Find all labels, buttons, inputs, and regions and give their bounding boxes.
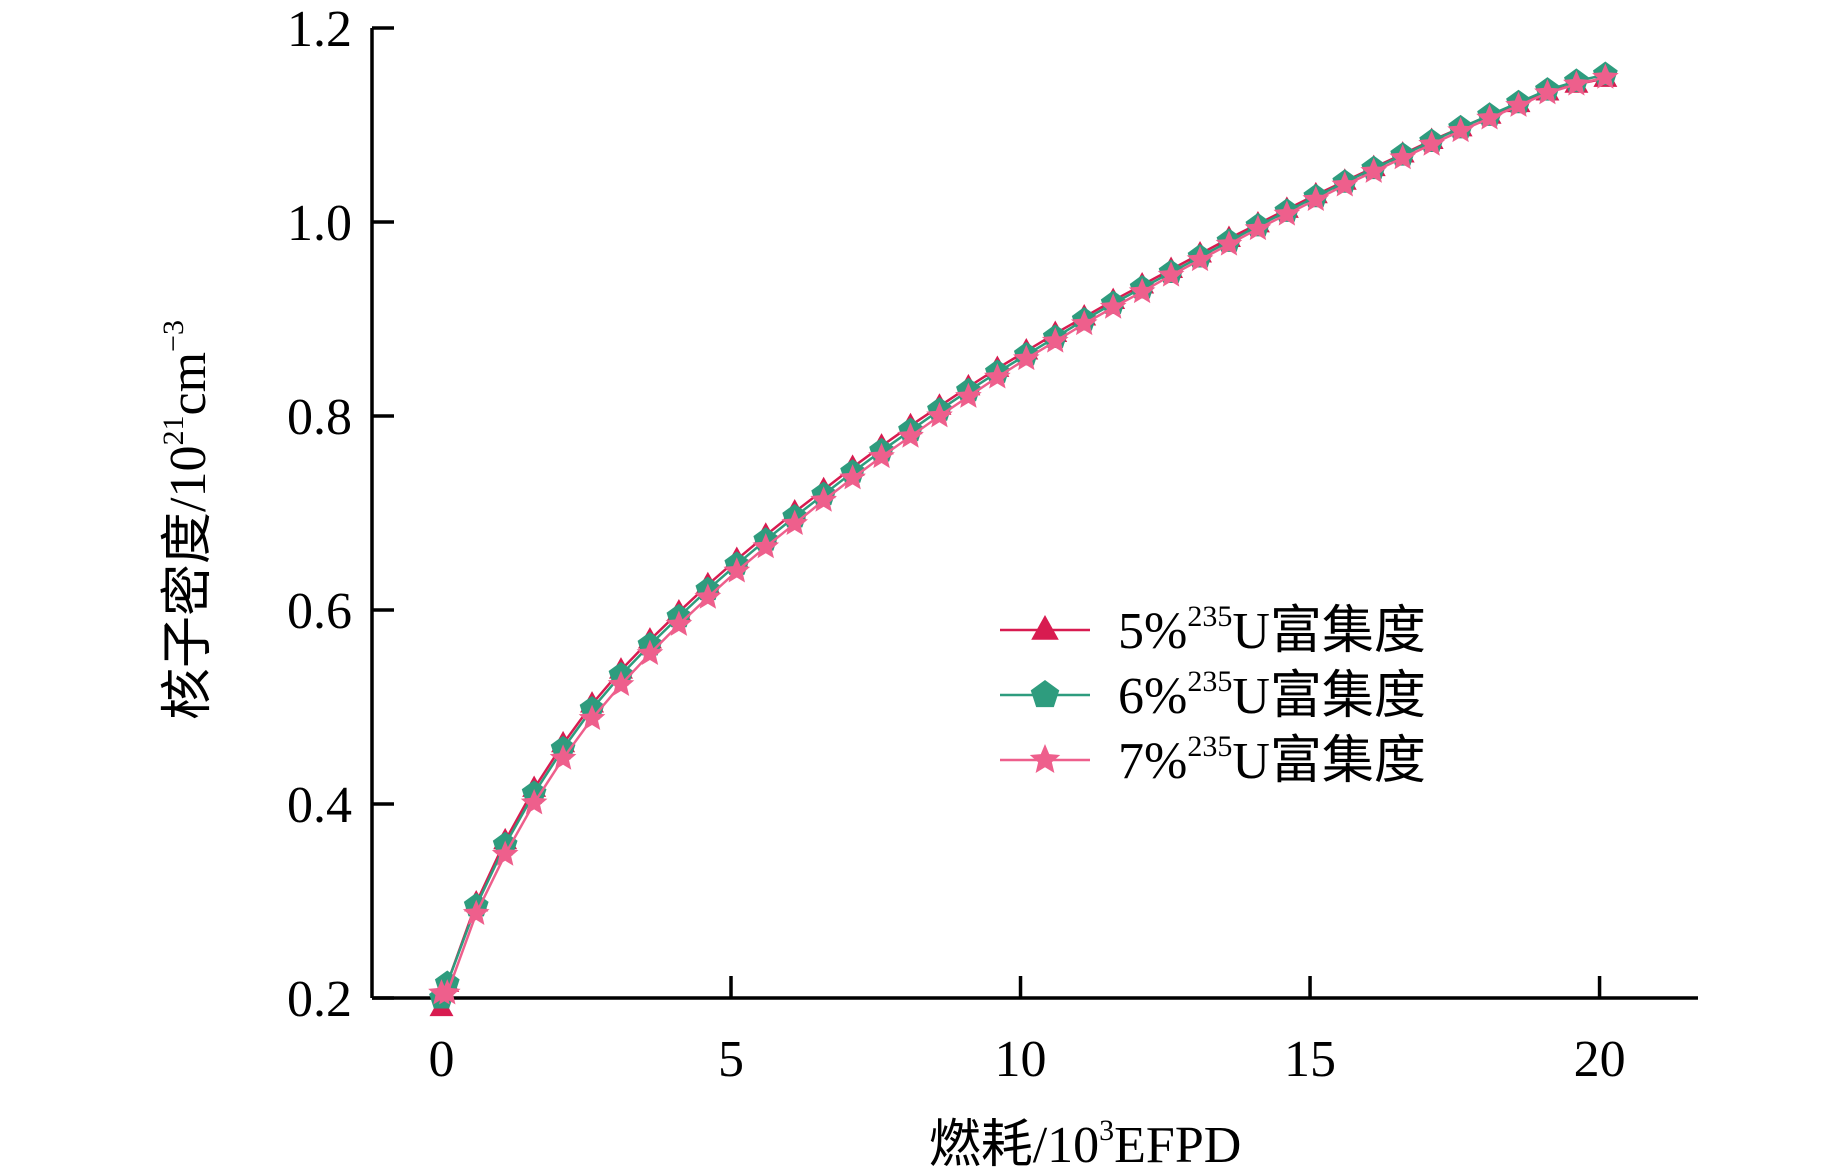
data-point	[520, 789, 548, 815]
x-axis-title: 燃耗/103EFPD	[929, 1114, 1242, 1174]
data-point	[1447, 116, 1474, 143]
data-point	[1302, 185, 1330, 212]
legend-marker	[1029, 744, 1061, 773]
data-point	[1360, 157, 1388, 183]
series-line	[441, 76, 1606, 995]
legend-label-suffix: U富集度	[1232, 668, 1426, 725]
data-point	[1186, 245, 1214, 272]
legend-label-sup: 235	[1187, 665, 1232, 698]
y-tick-label: 1.2	[287, 1, 352, 58]
data-point	[752, 532, 780, 559]
legend-marker	[1030, 680, 1060, 708]
y-axis-title-main: 核子密度/10	[160, 446, 217, 720]
data-point	[578, 704, 606, 730]
legend-label-prefix: 5%	[1118, 603, 1187, 660]
data-point	[491, 840, 519, 866]
data-point	[1418, 130, 1445, 156]
y-tick-label: 0.8	[287, 389, 352, 446]
data-point	[868, 442, 895, 469]
data-point	[665, 610, 693, 636]
legend-label: 7%235U富集度	[1118, 730, 1426, 790]
x-tick-label: 10	[995, 1031, 1047, 1088]
data-point	[810, 486, 837, 512]
series-3	[428, 63, 1619, 1005]
x-axis-title-suffix: EFPD	[1114, 1117, 1241, 1174]
data-point	[1534, 78, 1561, 105]
data-point	[433, 979, 461, 1005]
data-point	[1563, 70, 1590, 96]
data-point	[694, 583, 722, 609]
legend-label-sup: 235	[1187, 600, 1232, 633]
legend-marker	[1031, 615, 1059, 640]
legend-label-suffix: U富集度	[1232, 733, 1426, 790]
y-axis-title-sup2: −3	[157, 320, 190, 352]
data-point	[1128, 277, 1156, 304]
data-point	[1041, 327, 1069, 353]
y-tick-label: 0.2	[287, 971, 352, 1028]
data-point	[607, 670, 635, 697]
data-point	[1476, 104, 1503, 130]
data-point	[636, 639, 664, 665]
data-point	[781, 509, 809, 535]
x-tick-label: 0	[428, 1031, 454, 1088]
data-point	[1099, 293, 1127, 319]
y-axis-title-mid: cm	[160, 352, 217, 416]
data-point	[1013, 344, 1040, 371]
data-point	[549, 744, 577, 770]
data-point	[723, 557, 751, 583]
legend-label-suffix: U富集度	[1232, 603, 1426, 660]
data-point	[984, 363, 1011, 389]
data-point	[1244, 214, 1272, 241]
data-point	[1505, 91, 1532, 117]
y-tick-label: 0.6	[287, 583, 352, 640]
data-point	[897, 422, 924, 448]
y-tick-label: 0.4	[287, 777, 352, 834]
series-line	[440, 73, 1606, 999]
data-point	[926, 402, 953, 428]
series-1	[429, 65, 1618, 1017]
legend-label-prefix: 6%	[1118, 668, 1187, 725]
legend-label-prefix: 7%	[1118, 733, 1187, 790]
data-point	[1157, 261, 1185, 287]
x-tick-label: 15	[1284, 1031, 1336, 1088]
legend-item-1: 5%235U富集度	[1000, 600, 1426, 660]
x-axis-title-sup: 3	[1099, 1114, 1114, 1147]
series-line	[440, 77, 1606, 1008]
data-point	[955, 382, 982, 408]
y-axis-title: 核子密度/1021cm−3	[157, 320, 217, 720]
data-point	[462, 899, 490, 925]
data-point	[1389, 143, 1416, 170]
y-axis-title-sup: 21	[157, 416, 190, 446]
data-point	[1070, 309, 1098, 336]
legend-label-sup: 235	[1187, 730, 1232, 763]
series-layer	[428, 61, 1619, 1017]
data-point	[1331, 171, 1359, 197]
data-point	[1592, 63, 1619, 89]
data-point	[839, 464, 866, 490]
x-tick-label: 5	[718, 1031, 744, 1088]
data-point	[1215, 230, 1243, 256]
x-tick-label: 20	[1574, 1031, 1626, 1088]
data-point	[1273, 200, 1301, 226]
legend-item-2: 6%235U富集度	[1000, 665, 1426, 725]
legend-label: 5%235U富集度	[1118, 600, 1426, 660]
axes: 0 5 10 15 20 0.2 0.4 0.6 0.8 1.0 1.2	[287, 1, 1698, 1088]
legend-item-3: 7%235U富集度	[1000, 730, 1426, 790]
x-axis-title-main: 燃耗/10	[929, 1117, 1099, 1174]
y-tick-label: 1.0	[287, 195, 352, 252]
legend-label: 6%235U富集度	[1118, 665, 1426, 725]
series-2	[429, 61, 1618, 1009]
